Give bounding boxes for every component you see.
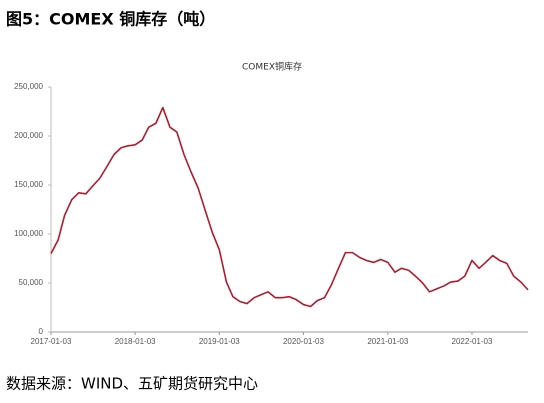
y-tick-label: 0 [39,327,44,336]
x-tick-label: 2021-01-03 [367,337,408,346]
y-tick-label: 50,000 [19,278,44,287]
y-tick-label: 250,000 [14,82,43,91]
x-tick-label: 2019-01-03 [199,337,240,346]
x-tick-label: 2018-01-03 [115,337,156,346]
x-tick-label: 2020-01-03 [283,337,324,346]
figure-title: 图5：COMEX 铜库存（吨） [6,10,215,29]
y-tick-label: 100,000 [14,229,43,238]
x-tick-label: 2017-01-03 [31,337,72,346]
line-series [50,106,529,308]
x-tick-label: 2022-01-03 [452,337,493,346]
chart-title: COMEX铜库存 [242,61,302,73]
y-tick-label: 200,000 [14,131,43,140]
source-note: 数据来源：WIND、五矿期货研究中心 [6,375,258,393]
y-tick-label: 150,000 [14,180,43,189]
